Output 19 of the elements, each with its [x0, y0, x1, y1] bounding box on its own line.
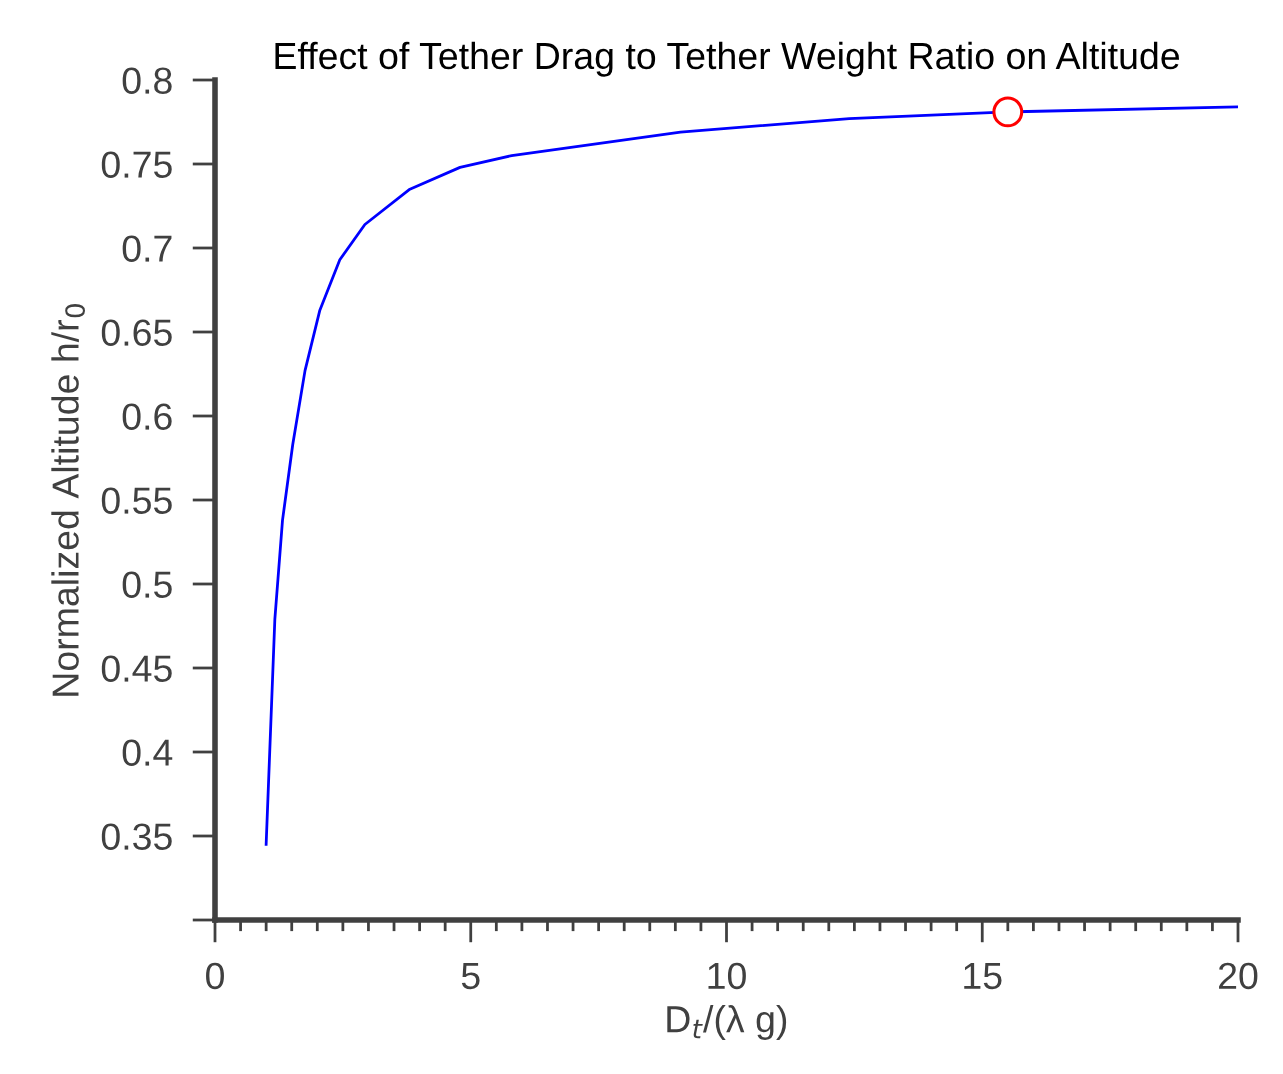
y-tick-label: 0.75	[101, 151, 172, 178]
y-tick-label: 0.8	[122, 67, 172, 94]
chart-title: Effect of Tether Drag to Tether Weight Ratio on Altitude	[275, 41, 1179, 77]
x-tick-label: 10	[708, 962, 746, 990]
y-tick-label: 0.6	[122, 403, 172, 430]
x-tick-label: 20	[1219, 962, 1258, 990]
y-axis-title: Normalized Altitude h/r$_{0}$	[51, 304, 86, 696]
x-tick-label: 0	[206, 962, 224, 990]
y-tick-label: 0.4	[122, 739, 173, 766]
y-tick-label: 0.5	[122, 571, 172, 598]
x-axis-title: D$_{t}$/(λ g)	[667, 1004, 787, 1040]
y-tick-label: 0.35	[101, 823, 172, 850]
x-tick-label: 15	[964, 963, 1002, 990]
y-tick-label: 0.45	[101, 655, 172, 682]
line-series	[264, 105, 1238, 846]
y-tick-label: 0.55	[101, 487, 172, 514]
y-tick-label: 0.65	[101, 319, 172, 346]
x-tick-label: 5	[461, 963, 480, 990]
y-tick-label: 0.7	[122, 235, 172, 262]
